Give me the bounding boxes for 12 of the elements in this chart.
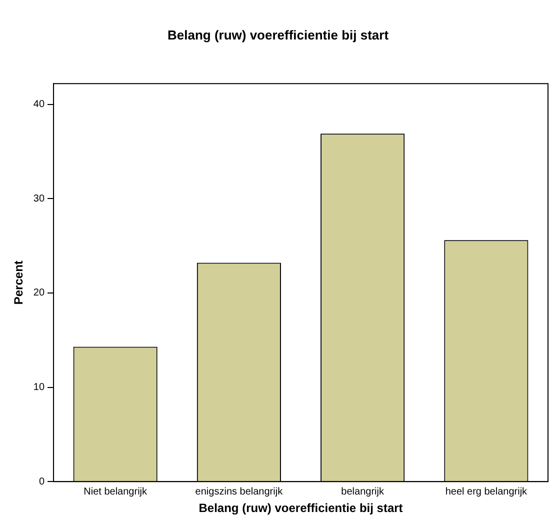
x-axis-title: Belang (ruw) voerefficientie bij start — [198, 501, 403, 516]
y-tick-label: 10 — [33, 382, 45, 394]
x-tick-label: enigszins belangrijk — [195, 486, 284, 498]
y-tick-label: 0 — [38, 476, 45, 488]
x-tick-label: heel erg belangrijk — [445, 486, 528, 498]
y-tick-label: 20 — [33, 288, 45, 299]
chart-title: Belang (ruw) voerefficientie bij start — [167, 27, 390, 42]
x-tick-label: Niet belangrijk — [84, 486, 148, 498]
y-tick-label: 40 — [33, 99, 45, 110]
x-tick-label: belangrijk — [341, 486, 385, 498]
y-tick-label: 30 — [33, 193, 45, 204]
y-axis-title: Percent — [12, 260, 26, 305]
